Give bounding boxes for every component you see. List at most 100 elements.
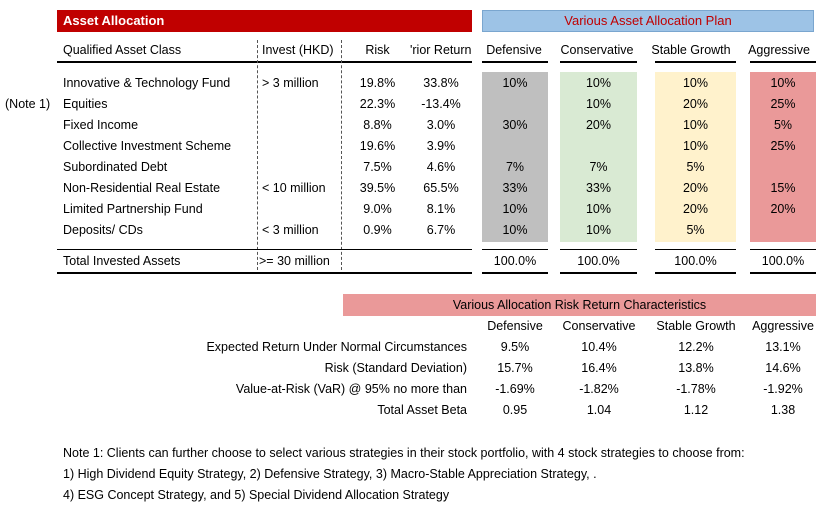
row-invest: > 3 million xyxy=(262,76,319,90)
rr-row-label: Expected Return Under Normal Circumstanc… xyxy=(206,340,467,354)
row-risk: 19.6% xyxy=(359,139,396,153)
rr-row-stable-growth: -1.78% xyxy=(676,382,716,396)
row-aggressive: 25% xyxy=(770,97,796,111)
rr-row-aggressive: -1.92% xyxy=(763,382,803,396)
row-stable-growth: 20% xyxy=(682,97,709,111)
conservative-column-shade xyxy=(560,72,637,242)
row-stable-growth: 5% xyxy=(686,223,705,237)
row-return: 3.9% xyxy=(426,139,456,153)
total-stable-growth: 100.0% xyxy=(674,254,717,268)
conservative-header-underline xyxy=(560,61,637,63)
risk-return-banner: Various Allocation Risk Return Character… xyxy=(343,294,816,316)
rr-row-label: Risk (Standard Deviation) xyxy=(324,361,467,375)
defensive-column-shade xyxy=(482,72,548,242)
rr-row-label: Total Asset Beta xyxy=(377,403,467,417)
stable-growth-header-underline xyxy=(655,61,736,63)
row-stable-growth: 10% xyxy=(682,76,709,90)
total-invest: >= 30 million xyxy=(259,254,330,268)
row-risk: 19.8% xyxy=(359,76,396,90)
rr-row-aggressive: 13.1% xyxy=(765,340,801,354)
rr-row-defensive: 0.95 xyxy=(502,403,528,417)
total-bottom-border-con xyxy=(560,272,637,274)
row-conservative: 7% xyxy=(589,160,608,174)
rr-header-aggressive: Aggressive xyxy=(752,319,814,333)
rr-row-conservative: -1.82% xyxy=(579,382,619,396)
row-conservative: 10% xyxy=(585,202,612,216)
row-conservative: 10% xyxy=(585,223,612,237)
total-bottom-border xyxy=(57,272,472,274)
total-top-border-con xyxy=(560,249,637,250)
row-aggressive: 10% xyxy=(770,76,796,90)
row-defensive: 10% xyxy=(502,223,528,237)
total-aggressive: 100.0% xyxy=(761,254,805,268)
row-aggressive: 20% xyxy=(770,202,796,216)
row-asset-name: Fixed Income xyxy=(63,118,139,132)
row-asset-name: Non-Residential Real Estate xyxy=(63,181,221,195)
note-line-1: Note 1: Clients can further choose to se… xyxy=(63,446,745,460)
header-conservative: Conservative xyxy=(560,43,634,57)
row-return: 6.7% xyxy=(426,223,456,237)
note-line-3: 4) ESG Concept Strategy, and 5) Special … xyxy=(63,488,450,502)
rr-row-aggressive: 14.6% xyxy=(765,361,801,375)
header-asset-class: Qualified Asset Class xyxy=(63,43,182,57)
header-aggressive: Aggressive xyxy=(748,43,810,57)
row-defensive xyxy=(482,94,548,114)
total-bottom-border-def xyxy=(482,272,548,274)
row-return: 33.8% xyxy=(423,76,459,90)
row-return: 65.5% xyxy=(423,181,459,195)
total-top-border-agg xyxy=(750,249,816,250)
rr-row-stable-growth: 12.2% xyxy=(678,340,714,354)
row-stable-growth: 10% xyxy=(682,118,709,132)
row-risk: 22.3% xyxy=(359,97,396,111)
header-prior-return: 'rior Return xyxy=(410,43,472,57)
row-defensive: 10% xyxy=(502,76,528,90)
rr-header-stable-growth: Stable Growth xyxy=(656,319,736,333)
row-defensive: 30% xyxy=(502,118,528,132)
row-aggressive xyxy=(750,220,816,240)
row-risk: 8.8% xyxy=(363,118,392,132)
row-risk: 9.0% xyxy=(363,202,392,216)
aggressive-header-underline xyxy=(750,61,816,63)
rr-row-conservative: 1.04 xyxy=(586,403,612,417)
total-top-border-sg xyxy=(655,249,736,250)
row-invest: < 3 million xyxy=(262,223,319,237)
note-1-reference: (Note 1) xyxy=(5,97,51,111)
rr-row-stable-growth: 13.8% xyxy=(678,361,714,375)
defensive-header-underline xyxy=(482,61,548,63)
total-conservative: 100.0% xyxy=(577,254,620,268)
row-aggressive: 5% xyxy=(773,118,793,132)
header-risk: Risk xyxy=(365,43,390,57)
note-line-2: 1) High Dividend Equity Strategy, 2) Def… xyxy=(63,467,597,481)
row-asset-name: Innovative & Technology Fund xyxy=(63,76,231,90)
row-invest: < 10 million xyxy=(262,181,326,195)
total-top-border xyxy=(57,249,472,250)
aggressive-column-shade xyxy=(750,72,816,242)
row-stable-growth: 20% xyxy=(682,181,709,195)
row-conservative: 20% xyxy=(585,118,612,132)
row-return: 4.6% xyxy=(426,160,456,174)
total-bottom-border-sg xyxy=(655,272,736,274)
total-label: Total Invested Assets xyxy=(63,254,181,268)
row-risk: 7.5% xyxy=(363,160,392,174)
row-stable-growth: 10% xyxy=(682,139,709,153)
row-asset-name: Collective Investment Scheme xyxy=(63,139,232,153)
row-conservative: 10% xyxy=(585,76,612,90)
total-defensive: 100.0% xyxy=(493,254,537,268)
row-return: 8.1% xyxy=(426,202,456,216)
row-conservative: 33% xyxy=(585,181,612,195)
rr-row-conservative: 16.4% xyxy=(581,361,617,375)
allocation-plan-banner: Various Asset Allocation Plan xyxy=(482,10,814,32)
row-asset-name: Limited Partnership Fund xyxy=(63,202,203,216)
rr-row-defensive: -1.69% xyxy=(495,382,535,396)
row-defensive xyxy=(482,136,548,156)
header-stable-growth: Stable Growth xyxy=(651,43,731,57)
row-aggressive: 15% xyxy=(770,181,796,195)
separator-invest xyxy=(257,40,258,270)
row-defensive: 10% xyxy=(502,202,528,216)
total-top-border-def xyxy=(482,249,548,250)
row-return: -13.4% xyxy=(421,97,461,111)
header-underline xyxy=(57,61,472,63)
row-stable-growth: 20% xyxy=(682,202,709,216)
asset-allocation-banner: Asset Allocation xyxy=(57,10,472,32)
separator-risk xyxy=(341,40,342,270)
